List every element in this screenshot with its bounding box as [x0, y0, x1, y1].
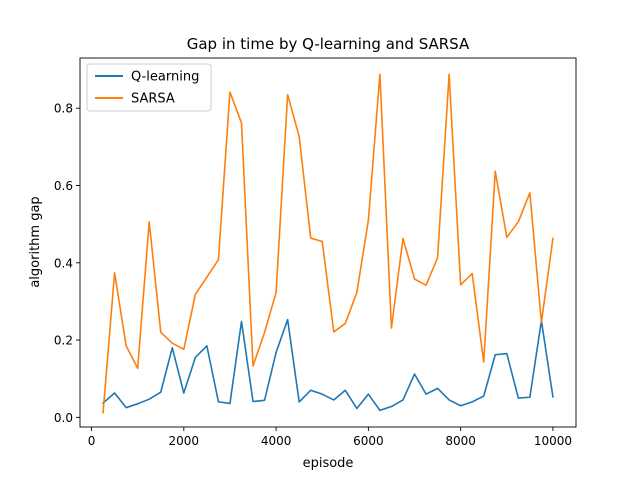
series-line-sarsa	[102, 73, 554, 414]
y-tick-label: 0.4	[54, 256, 73, 270]
x-tick-label: 6000	[353, 434, 384, 448]
x-tick-label: 2000	[169, 434, 200, 448]
y-tick-label: 0.8	[54, 102, 73, 116]
x-axis-label: episode	[303, 456, 354, 471]
y-tick-label: 0.2	[54, 334, 73, 348]
plot-area: 0 2000 4000 6000 8000 10000 0.0 0.2 0.4 0.6 0.8	[54, 57, 577, 448]
series-line-q-learning	[101, 318, 554, 412]
y-axis-label: algorithm gap	[28, 196, 43, 287]
x-tick-label: 0	[88, 434, 96, 448]
y-tick-label: 0.6	[54, 179, 73, 193]
legend-label-q-learning: Q-learning	[131, 70, 199, 85]
legend: Q-learning SARSA	[86, 63, 212, 112]
axes-frame	[79, 57, 577, 428]
y-tick-label: 0.0	[54, 411, 73, 425]
x-tick-label: 10000	[534, 434, 572, 448]
chart-title: Gap in time by Q-learning and SARSA	[187, 35, 470, 53]
x-tick-label: 8000	[445, 434, 476, 448]
x-tick-label: 4000	[261, 434, 292, 448]
legend-label-sarsa: SARSA	[131, 92, 175, 107]
